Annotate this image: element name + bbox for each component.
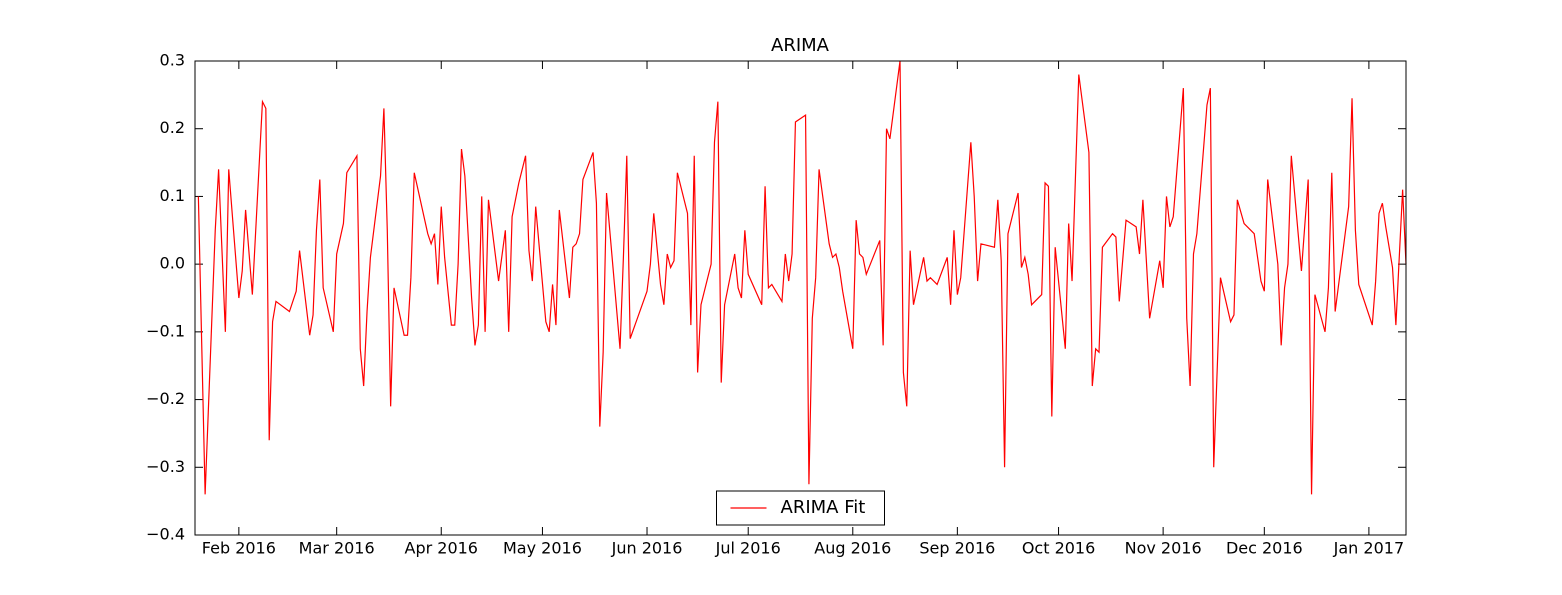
- y-tick-label: −0.3: [146, 457, 185, 476]
- x-tick-label: May 2016: [503, 539, 582, 558]
- y-tick-label: −0.2: [146, 389, 185, 408]
- y-tick-label: 0.0: [160, 254, 185, 273]
- y-tick-label: −0.1: [146, 321, 185, 340]
- x-tick-label: Sep 2016: [919, 539, 995, 558]
- legend-label: ARIMA Fit: [781, 497, 866, 518]
- plot-frame: [194, 60, 1407, 536]
- x-tick-label: Oct 2016: [1022, 539, 1095, 558]
- y-tick-label: 0.1: [160, 186, 185, 205]
- x-tick-label: Jan 2017: [1333, 539, 1404, 558]
- y-tick-label: 0.3: [160, 51, 185, 70]
- x-tick-label: Aug 2016: [814, 539, 891, 558]
- y-tick-label: 0.2: [160, 118, 185, 137]
- x-tick-label: Feb 2016: [202, 539, 276, 558]
- x-tick-label: Apr 2016: [405, 539, 478, 558]
- chart-title: ARIMA: [771, 35, 830, 56]
- x-tick-label: Dec 2016: [1226, 539, 1303, 558]
- y-tick-label: −0.4: [146, 525, 185, 544]
- x-tick-label: Nov 2016: [1125, 539, 1202, 558]
- data-line: [197, 60, 1407, 495]
- x-tick-label: Jul 2016: [715, 539, 781, 558]
- x-tick-label: Jun 2016: [611, 539, 683, 558]
- x-tick-label: Mar 2016: [299, 539, 375, 558]
